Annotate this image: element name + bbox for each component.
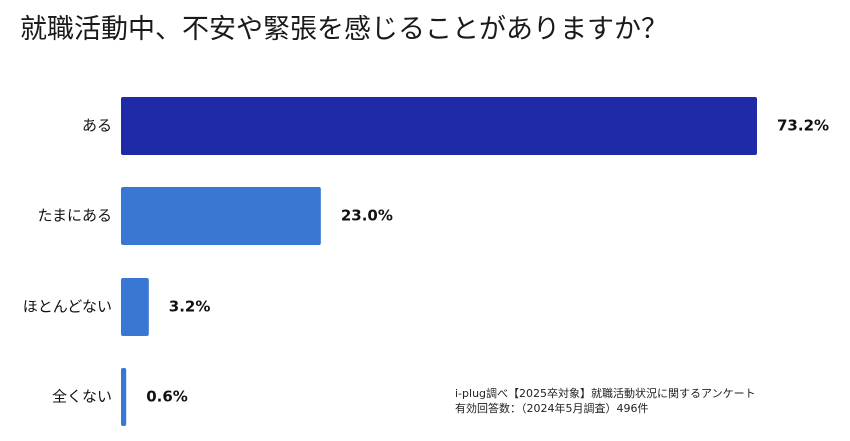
- value-label-2: 23.0%: [341, 207, 393, 225]
- bar-1: [121, 97, 757, 155]
- bar-3: [121, 278, 149, 336]
- category-label-3: ほとんどない: [23, 298, 112, 316]
- value-label-1: 73.2%: [777, 117, 829, 135]
- category-label-1: ある: [82, 117, 112, 135]
- bars-group: [121, 97, 757, 426]
- source-note: i-plug調べ【2025卒対象】就職活動状況に関するアンケート 有効回答数：（…: [455, 386, 756, 416]
- value-labels: 73.2% 23.0% 3.2% 0.6%: [146, 117, 829, 406]
- bar-2: [121, 187, 321, 245]
- chart-title: 就職活動中、不安や緊張を感じることがありますか？: [20, 14, 668, 45]
- source-line-2: 有効回答数：（2024年5月調査）496件: [455, 402, 649, 415]
- value-label-4: 0.6%: [146, 388, 188, 406]
- bar-4: [121, 368, 127, 426]
- source-line-1: i-plug調べ【2025卒対象】就職活動状況に関するアンケート: [455, 387, 756, 400]
- value-label-3: 3.2%: [169, 298, 211, 316]
- category-label-4: 全くない: [52, 388, 112, 406]
- category-label-2: たまにある: [37, 207, 112, 225]
